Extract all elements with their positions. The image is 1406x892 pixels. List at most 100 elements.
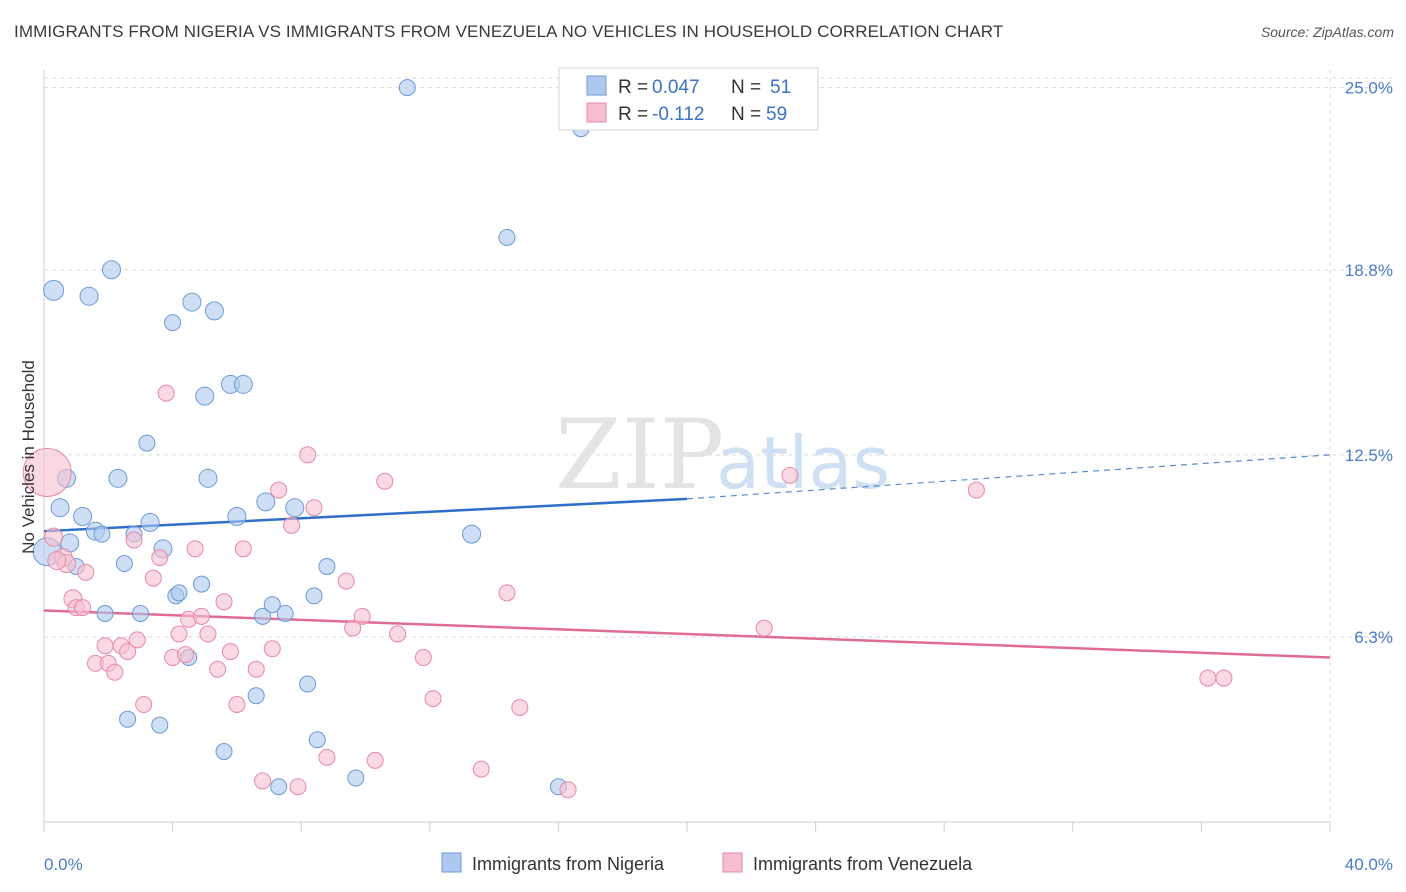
- venezuela-point: [498, 584, 516, 602]
- nigeria-point: [462, 524, 482, 544]
- nigeria-point: [164, 314, 182, 332]
- watermark: ZIP atlas: [555, 399, 890, 511]
- nigeria-point: [195, 386, 215, 406]
- venezuela-point: [353, 607, 371, 625]
- nigeria-point: [254, 607, 272, 625]
- y-tick-label: 6.3%: [1354, 628, 1393, 647]
- venezuela-point: [221, 643, 239, 661]
- nigeria-point: [276, 604, 294, 622]
- data-points: [22, 79, 1233, 799]
- nigeria-point: [305, 587, 323, 605]
- legend-r-value-nigeria: 0.047: [652, 77, 700, 98]
- nigeria-trend-extension: [686, 454, 1331, 500]
- venezuela-point: [247, 660, 265, 678]
- venezuela-point: [1199, 669, 1217, 687]
- nigeria-point: [96, 604, 114, 622]
- venezuela-point: [135, 696, 153, 713]
- nigeria-point: [193, 575, 211, 593]
- venezuela-point: [199, 625, 217, 643]
- legend-n-label-nigeria: N =: [731, 77, 761, 98]
- gridlines: [44, 70, 1392, 822]
- nigeria-point: [182, 292, 202, 312]
- venezuela-point: [344, 619, 362, 637]
- venezuela-point: [414, 649, 432, 666]
- venezuela-point: [234, 540, 252, 558]
- venezuela-point: [299, 446, 317, 464]
- nigeria-point: [247, 687, 265, 705]
- venezuela-point: [289, 778, 307, 796]
- nigeria-point: [43, 279, 65, 301]
- legend-r-label-venezuela: R =: [618, 104, 648, 125]
- nigeria-point: [115, 555, 133, 572]
- nigeria-point: [227, 507, 247, 526]
- legend-swatch-venezuela: [586, 102, 607, 123]
- series-legend: Immigrants from Nigeria Immigrants from …: [441, 852, 973, 874]
- nigeria-point: [108, 468, 128, 488]
- venezuela-point: [151, 549, 169, 567]
- stats-legend: R = 0.047 N = 51 R = -0.112 N = 59: [558, 67, 819, 131]
- nigeria-point: [119, 710, 137, 728]
- venezuela-point: [1215, 669, 1233, 687]
- series-legend-swatch-venezuela: [722, 852, 743, 873]
- venezuela-point: [22, 447, 72, 497]
- venezuela-point: [254, 772, 272, 790]
- legend-r-label-nigeria: R =: [618, 77, 648, 98]
- chart-title: IMMIGRANTS FROM NIGERIA VS IMMIGRANTS FR…: [14, 22, 1004, 41]
- venezuela-point: [144, 569, 162, 587]
- nigeria-point: [308, 731, 326, 749]
- venezuela-point: [209, 660, 227, 678]
- venezuela-point: [47, 551, 67, 571]
- venezuela-point: [366, 751, 384, 769]
- legend-n-label-venezuela: N =: [731, 104, 761, 125]
- nigeria-point: [93, 525, 111, 543]
- venezuela-point: [176, 646, 194, 664]
- nigeria-point: [318, 557, 336, 575]
- nigeria-point: [50, 498, 70, 518]
- venezuela-point: [157, 384, 175, 402]
- x-tick-label: 0.0%: [44, 855, 83, 874]
- y-tick-label: 18.8%: [1345, 261, 1393, 280]
- venezuela-point: [305, 499, 323, 517]
- venezuela-point: [193, 607, 211, 625]
- series-legend-label-venezuela: Immigrants from Venezuela: [753, 854, 973, 874]
- nigeria-point: [263, 596, 281, 614]
- venezuela-point: [472, 760, 490, 778]
- nigeria-point: [285, 498, 305, 518]
- venezuela-point: [424, 690, 442, 708]
- y-tick-labels: 6.3% 12.5% 18.8% 25.0%: [1345, 79, 1393, 647]
- nigeria-point: [151, 716, 169, 734]
- nigeria-point: [198, 468, 218, 488]
- venezuela-point: [228, 696, 246, 713]
- venezuela-point: [337, 572, 355, 590]
- venezuela-point: [559, 781, 577, 799]
- y-tick-label: 12.5%: [1345, 446, 1393, 465]
- y-tick-label: 25.0%: [1345, 79, 1393, 98]
- venezuela-point: [283, 516, 301, 534]
- venezuela-point: [781, 466, 799, 484]
- venezuela-point: [44, 527, 64, 547]
- nigeria-point: [498, 228, 516, 246]
- y-axis-title: No Vehicles in Household: [19, 360, 38, 554]
- venezuela-point: [318, 748, 336, 766]
- legend-swatch-nigeria: [586, 75, 607, 96]
- venezuela-point: [215, 593, 233, 611]
- series-legend-label-nigeria: Immigrants from Nigeria: [472, 854, 665, 874]
- legend-r-value-venezuela: -0.112: [652, 104, 704, 125]
- venezuela-point: [376, 472, 394, 490]
- venezuela-point: [125, 531, 143, 549]
- nigeria-point: [347, 769, 365, 787]
- nigeria-point: [140, 512, 160, 532]
- nigeria-point: [131, 604, 149, 622]
- nigeria-point: [299, 675, 317, 693]
- nigeria-point: [233, 374, 253, 394]
- nigeria-point: [138, 434, 156, 452]
- venezuela-point: [967, 481, 985, 499]
- venezuela-point: [511, 698, 529, 716]
- nigeria-point: [170, 584, 188, 602]
- nigeria-point: [398, 79, 416, 97]
- nigeria-point: [102, 260, 122, 280]
- nigeria-point: [73, 507, 93, 526]
- venezuela-point: [96, 637, 114, 655]
- venezuela-point: [170, 625, 188, 643]
